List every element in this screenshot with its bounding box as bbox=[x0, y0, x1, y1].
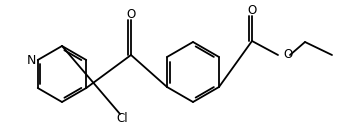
Text: O: O bbox=[283, 48, 292, 62]
Text: O: O bbox=[126, 7, 136, 21]
Text: Cl: Cl bbox=[116, 112, 128, 124]
Text: N: N bbox=[27, 54, 37, 67]
Text: O: O bbox=[247, 3, 257, 17]
